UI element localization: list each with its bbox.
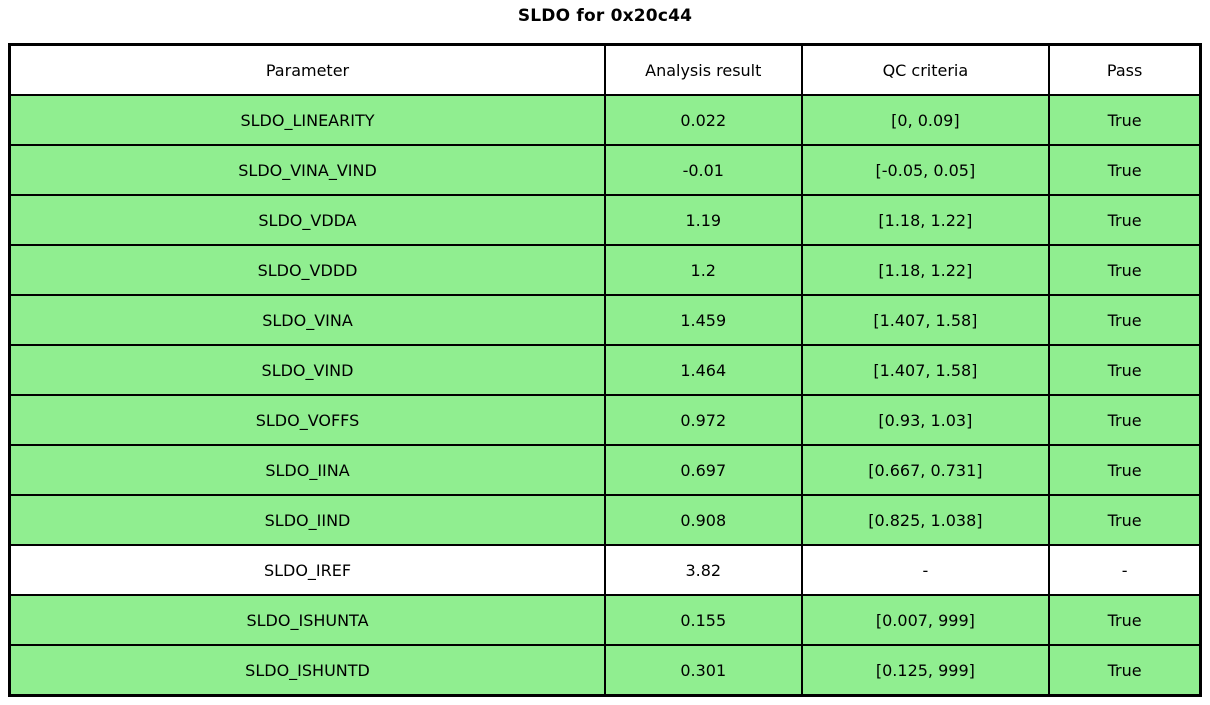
cell-parameter: SLDO_IIND (8, 494, 607, 546)
cell-qc-criteria: [1.18, 1.22] (800, 244, 1051, 296)
cell-pass: - (1048, 544, 1202, 596)
cell-qc-criteria: [0.667, 0.731] (800, 444, 1051, 496)
cell-pass: True (1048, 444, 1202, 496)
table-row: SLDO_IIND 0.908 [0.825, 1.038] True (8, 494, 1202, 546)
cell-qc-criteria: [0.93, 1.03] (800, 394, 1051, 446)
table-header: Parameter Analysis result QC criteria Pa… (8, 43, 1202, 96)
cell-pass: True (1048, 344, 1202, 396)
table-row: SLDO_VIND 1.464 [1.407, 1.58] True (8, 344, 1202, 396)
cell-pass: True (1048, 594, 1202, 646)
cell-parameter: SLDO_VDDA (8, 194, 607, 246)
cell-parameter: SLDO_IINA (8, 444, 607, 496)
column-header-pass: Pass (1048, 43, 1202, 96)
cell-analysis-result: 1.19 (604, 194, 803, 246)
cell-qc-criteria: [1.407, 1.58] (800, 344, 1051, 396)
cell-analysis-result: 3.82 (604, 544, 803, 596)
table-row: SLDO_VINA_VIND -0.01 [-0.05, 0.05] True (8, 144, 1202, 196)
table-row: SLDO_IREF 3.82 - - (8, 544, 1202, 596)
cell-analysis-result: 0.972 (604, 394, 803, 446)
cell-analysis-result: 1.459 (604, 294, 803, 346)
cell-pass: True (1048, 144, 1202, 196)
cell-pass: True (1048, 394, 1202, 446)
cell-pass: True (1048, 644, 1202, 697)
table-row: SLDO_VDDA 1.19 [1.18, 1.22] True (8, 194, 1202, 246)
cell-qc-criteria: [0.007, 999] (800, 594, 1051, 646)
table-row: SLDO_ISHUNTD 0.301 [0.125, 999] True (8, 644, 1202, 697)
cell-analysis-result: 1.2 (604, 244, 803, 296)
cell-qc-criteria: [1.18, 1.22] (800, 194, 1051, 246)
cell-parameter: SLDO_VIND (8, 344, 607, 396)
cell-pass: True (1048, 94, 1202, 146)
column-header-parameter: Parameter (8, 43, 607, 96)
table-body: SLDO_LINEARITY 0.022 [0, 0.09] True SLDO… (8, 94, 1202, 697)
cell-analysis-result: 0.908 (604, 494, 803, 546)
cell-parameter: SLDO_VINA (8, 294, 607, 346)
table-row: SLDO_LINEARITY 0.022 [0, 0.09] True (8, 94, 1202, 146)
column-header-analysis-result: Analysis result (604, 43, 803, 96)
cell-qc-criteria: [-0.05, 0.05] (800, 144, 1051, 196)
cell-qc-criteria: - (800, 544, 1051, 596)
cell-analysis-result: 0.155 (604, 594, 803, 646)
table-row: SLDO_VOFFS 0.972 [0.93, 1.03] True (8, 394, 1202, 446)
table-row: SLDO_VINA 1.459 [1.407, 1.58] True (8, 294, 1202, 346)
header-row: Parameter Analysis result QC criteria Pa… (8, 43, 1202, 96)
cell-parameter: SLDO_ISHUNTA (8, 594, 607, 646)
cell-parameter: SLDO_ISHUNTD (8, 644, 607, 697)
cell-pass: True (1048, 244, 1202, 296)
cell-analysis-result: 1.464 (604, 344, 803, 396)
cell-parameter: SLDO_VDDD (8, 244, 607, 296)
qc-table: Parameter Analysis result QC criteria Pa… (8, 43, 1202, 697)
cell-pass: True (1048, 194, 1202, 246)
cell-qc-criteria: [0.125, 999] (800, 644, 1051, 697)
cell-analysis-result: -0.01 (604, 144, 803, 196)
cell-analysis-result: 0.697 (604, 444, 803, 496)
cell-parameter: SLDO_VOFFS (8, 394, 607, 446)
cell-qc-criteria: [1.407, 1.58] (800, 294, 1051, 346)
column-header-qc-criteria: QC criteria (800, 43, 1051, 96)
page-title: SLDO for 0x20c44 (517, 6, 693, 26)
cell-pass: True (1048, 294, 1202, 346)
cell-analysis-result: 0.301 (604, 644, 803, 697)
cell-qc-criteria: [0, 0.09] (800, 94, 1051, 146)
cell-pass: True (1048, 494, 1202, 546)
table-row: SLDO_ISHUNTA 0.155 [0.007, 999] True (8, 594, 1202, 646)
table-row: SLDO_VDDD 1.2 [1.18, 1.22] True (8, 244, 1202, 296)
cell-parameter: SLDO_LINEARITY (8, 94, 607, 146)
cell-parameter: SLDO_VINA_VIND (8, 144, 607, 196)
cell-qc-criteria: [0.825, 1.038] (800, 494, 1051, 546)
table-row: SLDO_IINA 0.697 [0.667, 0.731] True (8, 444, 1202, 496)
cell-parameter: SLDO_IREF (8, 544, 607, 596)
cell-analysis-result: 0.022 (604, 94, 803, 146)
